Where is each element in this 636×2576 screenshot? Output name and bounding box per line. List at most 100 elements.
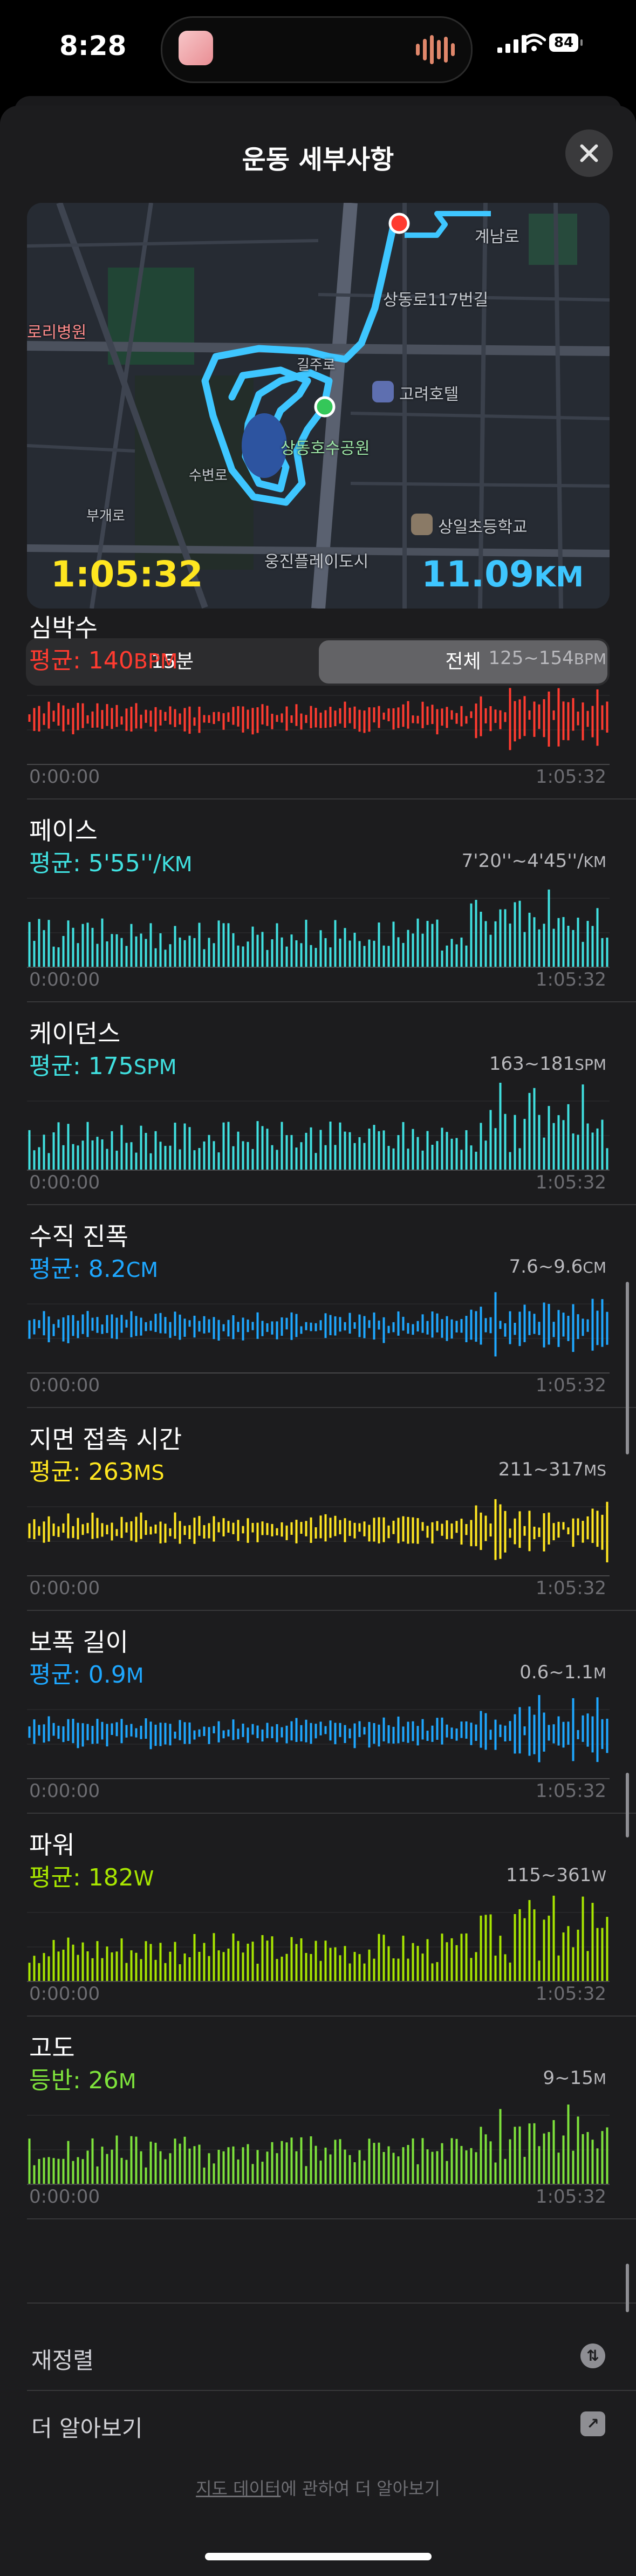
chart-bar	[475, 1952, 477, 1981]
chart-bar	[193, 1150, 196, 1170]
chart-bar	[426, 1526, 429, 1538]
chart-bar	[358, 1314, 361, 1337]
chart-bar	[62, 2158, 65, 2184]
home-indicator[interactable]	[205, 2553, 432, 2560]
chart-bar	[174, 709, 176, 727]
dynamic-island[interactable]	[161, 16, 473, 83]
reorder-row[interactable]: 재정렬 ⇅	[27, 2323, 610, 2388]
chart-bar	[120, 1125, 123, 1170]
chart-bar	[348, 1963, 351, 1981]
chart-bar	[421, 1719, 424, 1740]
chart-bar	[475, 1505, 477, 1547]
metric-chart	[28, 1292, 608, 1357]
chart-bar	[101, 1324, 104, 1334]
chart-bar	[261, 1729, 264, 1742]
scroll-indicator[interactable]	[626, 1282, 629, 1454]
status-time: 8:28	[59, 30, 127, 62]
chart-bar	[533, 1909, 536, 1981]
chart-bar	[586, 1713, 589, 1747]
chart-bar	[179, 713, 181, 725]
segment-all[interactable]: 전체	[319, 640, 607, 684]
chart-bar	[552, 710, 555, 720]
chart-bar	[557, 918, 560, 967]
chart-bar	[145, 1941, 147, 1981]
chart-bar	[562, 1313, 565, 1337]
map-label-park: 상동호수공원	[281, 439, 370, 458]
chart-bar	[378, 1131, 380, 1170]
metric-range-unit: M	[593, 1664, 606, 1682]
chart-bar	[96, 944, 99, 967]
chart-bar	[455, 1521, 458, 1533]
metric-name: 케이던스	[29, 1019, 121, 1048]
chart-bar	[455, 2138, 458, 2184]
metric-average-value: 평균: 263	[29, 1458, 134, 1486]
chart-bar	[203, 2167, 206, 2184]
chart-bar	[353, 1322, 356, 1329]
metric-card[interactable]: 심박수 평균: 140BPM 125~154BPM 0:00:00 1:05:32	[27, 609, 610, 811]
metric-card[interactable]: 케이던스 평균: 175SPM 163~181SPM 0:00:00 1:05:32	[27, 1014, 610, 1217]
chart-bar	[91, 927, 94, 967]
chart-bar	[314, 948, 317, 967]
chart-bar	[96, 1317, 99, 1333]
route-map[interactable]: 계남로 상동로117번길 로리병원 길주로 고려호텔 상동호수공원 부개로 수변…	[27, 203, 610, 609]
chart-bar	[334, 920, 337, 967]
chart-bar	[518, 1148, 521, 1170]
chart-bar	[334, 710, 337, 727]
chart-bar	[577, 1730, 579, 1739]
chart-bar	[470, 903, 473, 967]
chart-bar	[392, 1148, 395, 1170]
chart-bar	[232, 1146, 235, 1170]
chart-bar	[169, 1724, 172, 1746]
chart-bar	[334, 1316, 337, 1336]
chart-bar	[450, 1727, 453, 1739]
distance-unit: KM	[534, 561, 584, 593]
chart-bar	[115, 1951, 118, 1981]
metric-card[interactable]: 보폭 길이 평균: 0.9M 0.6~1.1M 0:00:00 1:05:32	[27, 1623, 610, 1826]
chart-bar	[373, 1125, 375, 1170]
chart-bar	[38, 1725, 40, 1736]
metric-card[interactable]: 파워 평균: 182W 115~361W 0:00:00 1:05:32	[27, 1826, 610, 2028]
scroll-indicator[interactable]	[626, 2264, 629, 2312]
hotel-icon	[372, 381, 394, 402]
chart-bar	[344, 1322, 346, 1331]
chart-bar	[494, 1128, 497, 1170]
metric-card[interactable]: 수직 진폭 평균: 8.2CM 7.6~9.6CM 0:00:00 1:05:32	[27, 1217, 610, 1420]
chart-bar	[247, 1142, 249, 1170]
chart-bar	[217, 1721, 220, 1743]
chart-bar	[227, 1730, 230, 1737]
chart-bar	[237, 945, 240, 967]
chart-bar	[484, 1713, 487, 1750]
grid-line	[27, 1101, 610, 1102]
learn-more-row[interactable]: 더 알아보기 ↗	[27, 2391, 610, 2456]
time-range-segmented-control[interactable]: 15분 전체	[26, 638, 610, 686]
chart-bar	[455, 713, 458, 724]
chart-bar	[339, 1520, 341, 1535]
chart-bar	[480, 2127, 482, 2184]
chart-bar	[387, 1946, 390, 1981]
chart-bar	[91, 1140, 94, 1170]
chart-bar	[77, 1518, 79, 1540]
scroll-indicator[interactable]	[626, 1773, 629, 1837]
chart-bar	[33, 1150, 36, 1170]
chart-bar	[596, 1310, 599, 1345]
chart-bar	[271, 2142, 273, 2184]
segment-15min[interactable]: 15분	[151, 651, 194, 673]
chart-bar	[145, 1322, 147, 1331]
chart-bar	[169, 1145, 172, 1170]
map-data-link[interactable]: 지도 데이터	[196, 2478, 281, 2499]
chart-bar	[523, 2157, 526, 2184]
chart-bar	[227, 923, 230, 967]
chart-bar	[557, 688, 560, 747]
chart-bar	[159, 1723, 162, 1746]
metric-card[interactable]: 페이스 평균: 5'55''/KM 7'20''~4'45''/KM 0:00:00 1…	[27, 811, 610, 1014]
metric-card[interactable]: 지면 접촉 시간 평균: 263MS 211~317MS 0:00:00 1:05:32	[27, 1420, 610, 1623]
chart-bar	[402, 2147, 405, 2184]
chart-bar	[276, 2153, 278, 2184]
chart-bar	[407, 930, 409, 967]
chart-bar	[91, 1726, 94, 1744]
metric-card[interactable]: 고도 등반: 26M 9~15M 0:00:00 1:05:32	[27, 2028, 610, 2231]
chart-bar	[387, 1525, 390, 1539]
chart-bar	[324, 1940, 327, 1981]
close-button[interactable]	[565, 129, 613, 177]
chart-bar	[193, 2146, 196, 2184]
